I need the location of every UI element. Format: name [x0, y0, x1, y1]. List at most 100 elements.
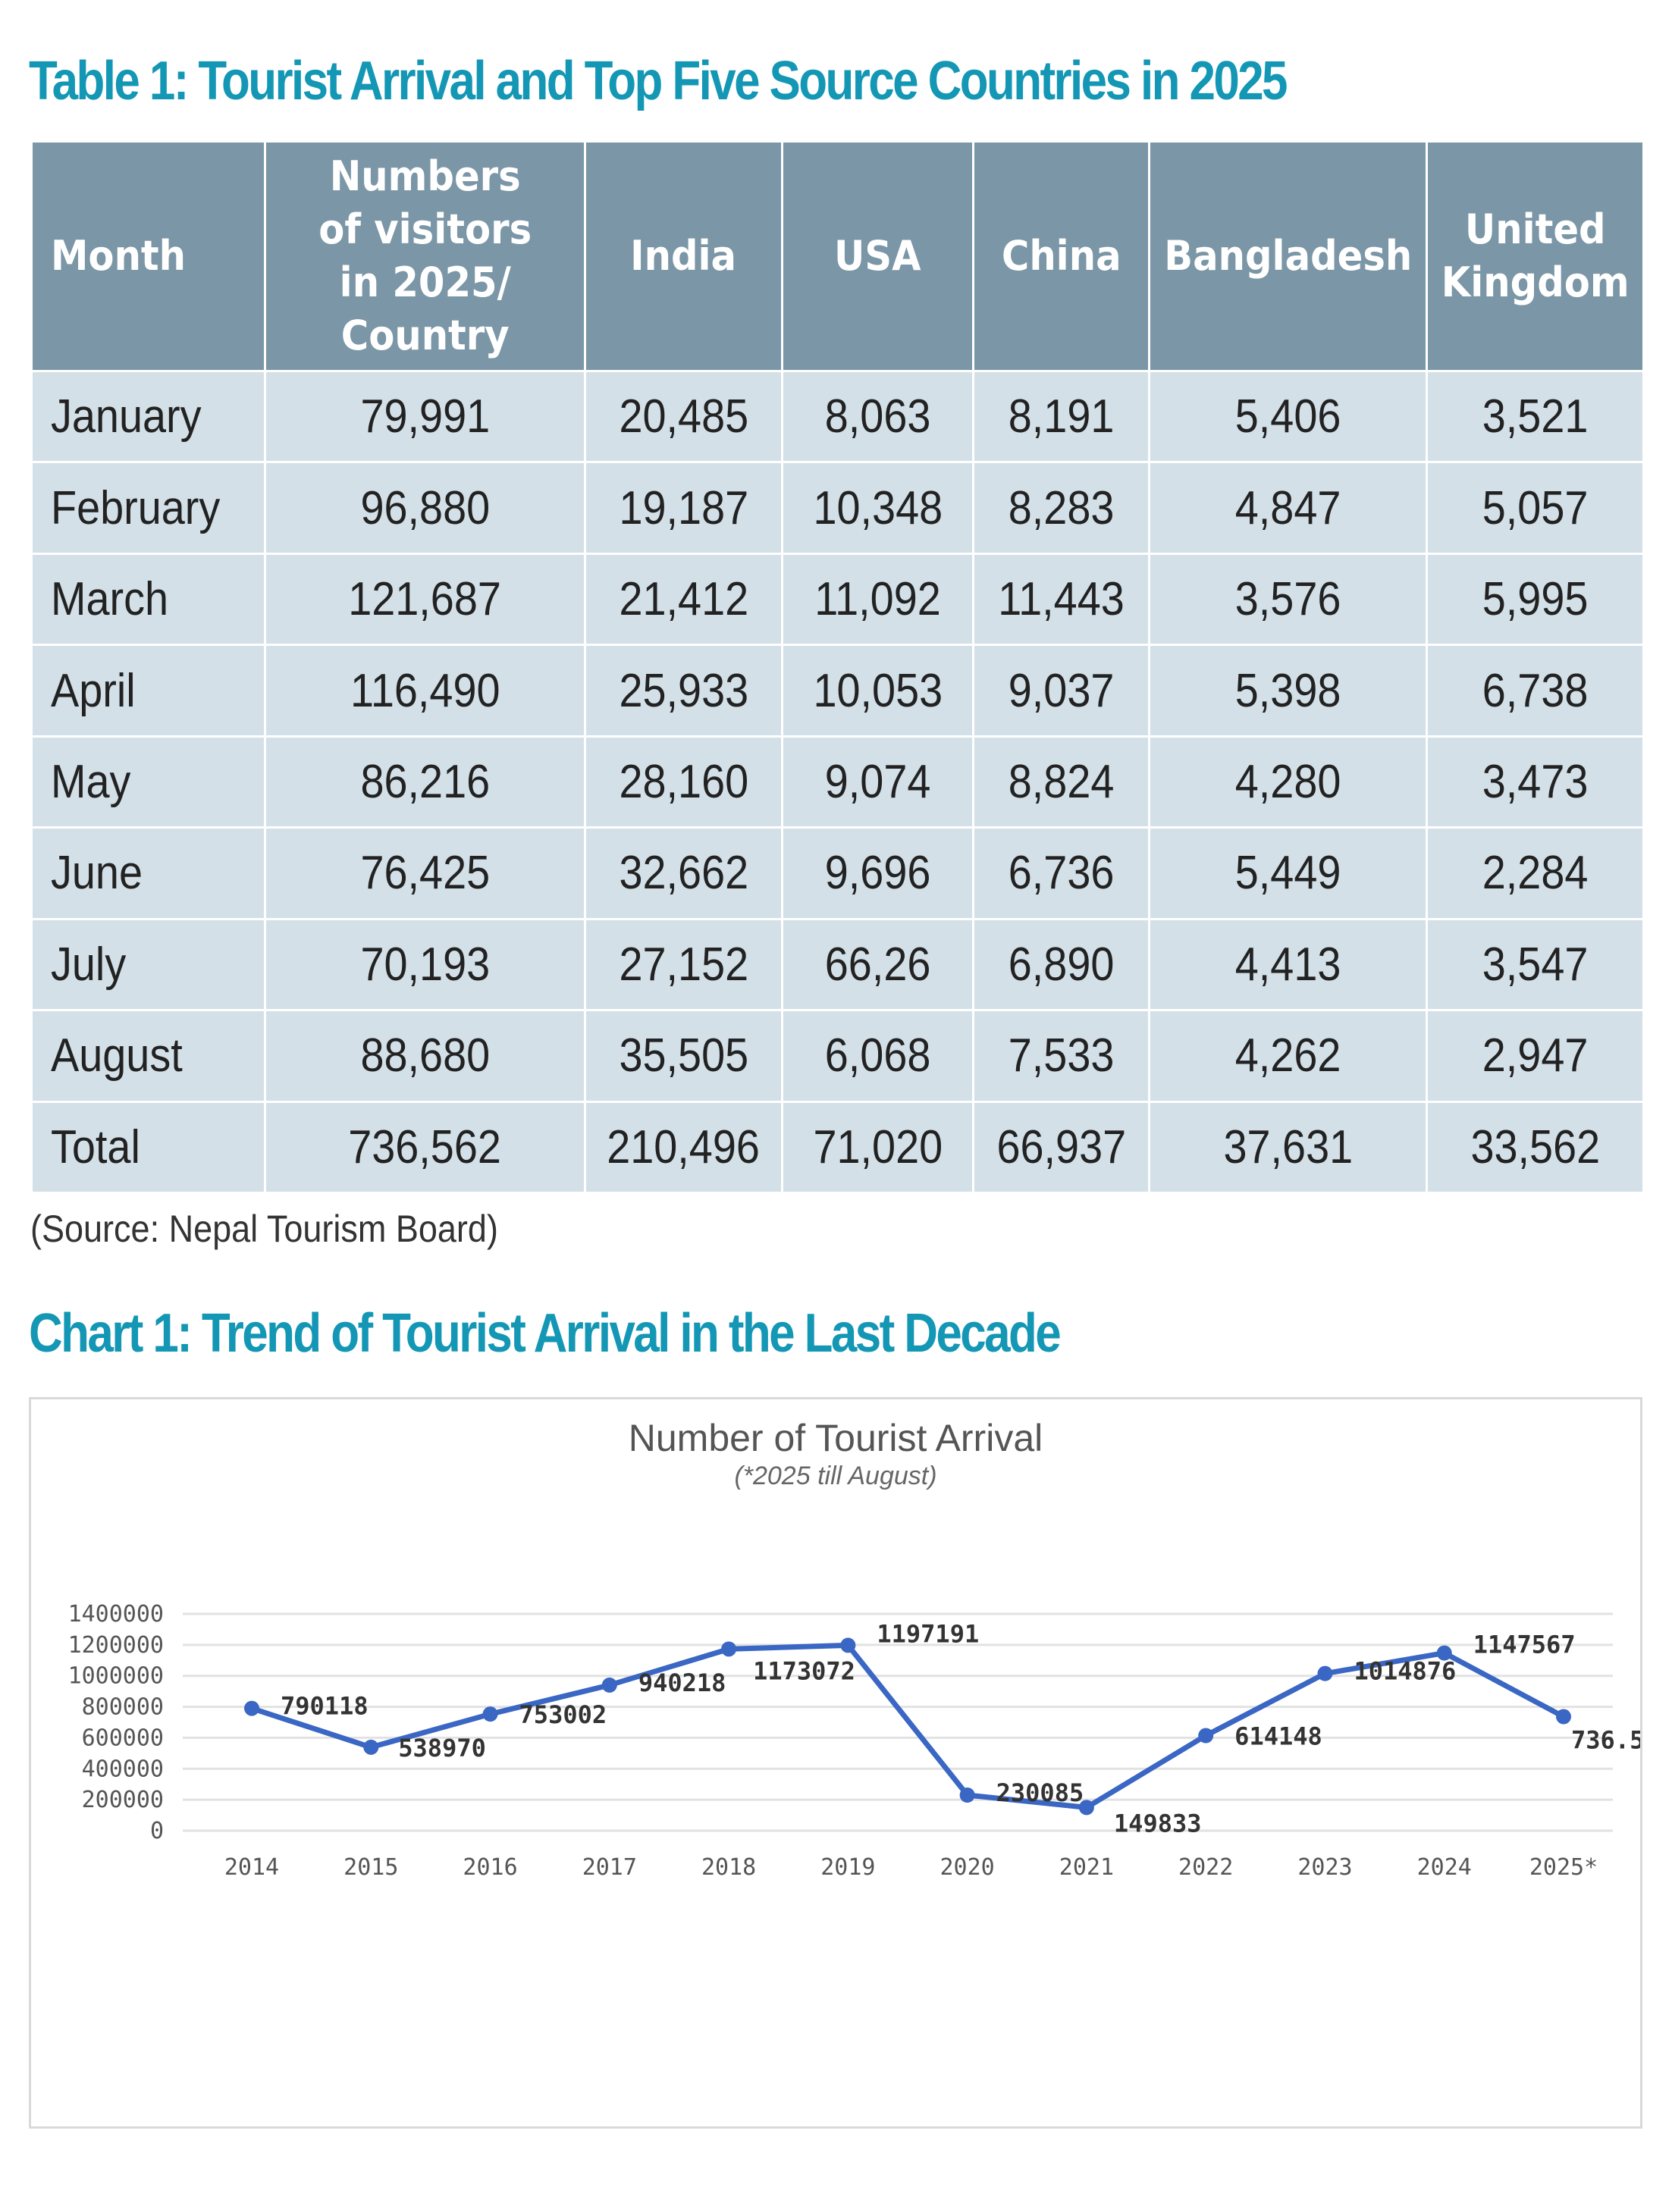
table-row: May 86,216 28,160 9,074 8,824 4,280 3,473 [30, 735, 1645, 829]
cell-text: June [51, 847, 143, 900]
value-cell: 5,449 [1148, 826, 1428, 920]
cell-text: May [51, 755, 131, 808]
value-cell: 25,933 [584, 644, 783, 738]
value-cell: 86,216 [264, 735, 586, 829]
cell-text: 25,933 [619, 664, 748, 717]
value-cell: 5,057 [1426, 461, 1645, 555]
data-label: 940218 [638, 1668, 726, 1697]
data-points [244, 1637, 1571, 1816]
table-row: June 76,425 32,662 9,696 6,736 5,449 2,284 [30, 826, 1645, 920]
value-cell: 20,485 [584, 369, 783, 464]
data-point [482, 1706, 498, 1722]
value-cell: 35,505 [584, 1009, 783, 1103]
value-cell: 66,937 [972, 1100, 1150, 1194]
cell-text: 79,991 [360, 390, 490, 443]
value-cell: 210,496 [584, 1100, 783, 1194]
table-body: January 79,991 20,485 8,063 8,191 5,406 3,521 F… [30, 369, 1645, 1194]
header-usa-label: USA [834, 230, 921, 283]
y-tick-label: 800000 [82, 1694, 164, 1721]
cell-text: 8,283 [1008, 481, 1115, 534]
cell-text: 4,280 [1234, 755, 1341, 808]
x-axis-ticks: 2014 2015 2016 2017 2018 2019 2020 2021 2022 2023… [224, 1854, 1598, 1881]
cell-text: 6,736 [1008, 847, 1115, 900]
value-cell: 4,262 [1148, 1009, 1428, 1103]
data-label: 1173072 [753, 1656, 855, 1685]
value-cell: 28,160 [584, 735, 783, 829]
value-cell: 19,187 [584, 461, 783, 555]
y-tick-label: 1400000 [68, 1601, 164, 1628]
y-tick-label: 1000000 [68, 1663, 164, 1690]
cell-text: 66,937 [996, 1120, 1126, 1173]
data-label: 736.562 [1571, 1726, 1640, 1755]
cell-text: January [51, 390, 202, 443]
header-line: China [1001, 232, 1121, 280]
cell-text: 32,662 [619, 847, 748, 900]
month-cell: June [30, 826, 266, 920]
value-cell: 37,631 [1148, 1100, 1428, 1194]
cell-text: 27,152 [619, 938, 748, 991]
cell-text: 3,521 [1482, 390, 1589, 443]
tourist-arrival-table: Month Numbers of visitors in 2025/Country … [30, 140, 1645, 1194]
month-cell: April [30, 644, 266, 738]
table-row: January 79,991 20,485 8,063 8,191 5,406 3,521 [30, 369, 1645, 464]
value-cell: 76,425 [264, 826, 586, 920]
cell-text: 4,262 [1234, 1029, 1341, 1083]
cell-text: 21,412 [619, 573, 748, 626]
month-cell: January [30, 369, 266, 464]
table-row: April 116,490 25,933 10,053 9,037 5,398 6,738 [30, 644, 1645, 738]
x-tick-label: 2021 [1059, 1854, 1114, 1881]
header-india: India [584, 140, 783, 372]
cell-text: 5,057 [1482, 481, 1589, 534]
header-china: China [972, 140, 1150, 372]
data-point [721, 1641, 737, 1657]
cell-text: 33,562 [1470, 1120, 1600, 1173]
cell-text: 6,890 [1008, 938, 1115, 991]
cell-text: July [51, 938, 127, 991]
data-label: 230085 [996, 1778, 1084, 1807]
value-cell: 27,152 [584, 917, 783, 1012]
cell-text: 4,413 [1234, 938, 1341, 991]
header-line: of visitors [318, 205, 532, 253]
month-cell: May [30, 735, 266, 829]
chart-subtitle: (*2025 till August) [734, 1462, 936, 1490]
header-visitors-label: Numbers of visitors in 2025/Country [318, 150, 532, 362]
cell-text: 3,576 [1234, 573, 1341, 626]
source-note: (Source: Nepal Tourism Board) [30, 1208, 498, 1250]
value-cell: 71,020 [781, 1100, 974, 1194]
cell-text: 736,562 [348, 1120, 502, 1173]
cell-text: 35,505 [619, 1029, 748, 1083]
value-cell: 79,991 [264, 369, 586, 464]
cell-text: 76,425 [360, 847, 490, 900]
value-cell: 96,880 [264, 461, 586, 555]
data-label: 1197191 [877, 1619, 979, 1648]
value-cell: 2,284 [1426, 826, 1645, 920]
data-label: 790118 [281, 1692, 369, 1721]
value-cell: 121,687 [264, 552, 586, 647]
data-label: 149833 [1114, 1809, 1202, 1838]
header-line: Month [51, 232, 187, 280]
y-tick-label: 600000 [82, 1725, 164, 1751]
data-label: 1147567 [1473, 1631, 1576, 1659]
header-visitors: Numbers of visitors in 2025/Country [264, 140, 586, 372]
table-total-row: Total 736,562 210,496 71,020 66,937 37,631 33,… [30, 1100, 1645, 1194]
value-cell: 7,533 [972, 1009, 1150, 1103]
cell-text: 3,473 [1482, 755, 1589, 808]
x-tick-label: 2025* [1529, 1854, 1598, 1881]
header-line: USA [834, 232, 921, 280]
value-cell: 33,562 [1426, 1100, 1645, 1194]
cell-text: 20,485 [619, 390, 748, 443]
cell-text: 9,074 [824, 755, 931, 808]
cell-text: 4,847 [1234, 481, 1341, 534]
value-cell: 11,443 [972, 552, 1150, 647]
chart-title: Number of Tourist Arrival [629, 1417, 1043, 1459]
header-line: in 2025/ [339, 258, 511, 306]
month-cell: Total [30, 1100, 266, 1194]
cell-text: 28,160 [619, 755, 748, 808]
cell-text: 19,187 [619, 481, 748, 534]
cell-text: 70,193 [360, 938, 490, 991]
month-cell: July [30, 917, 266, 1012]
x-tick-label: 2014 [224, 1854, 279, 1881]
value-cell: 736,562 [264, 1100, 586, 1194]
x-tick-label: 2020 [940, 1854, 995, 1881]
x-tick-label: 2018 [701, 1854, 756, 1881]
